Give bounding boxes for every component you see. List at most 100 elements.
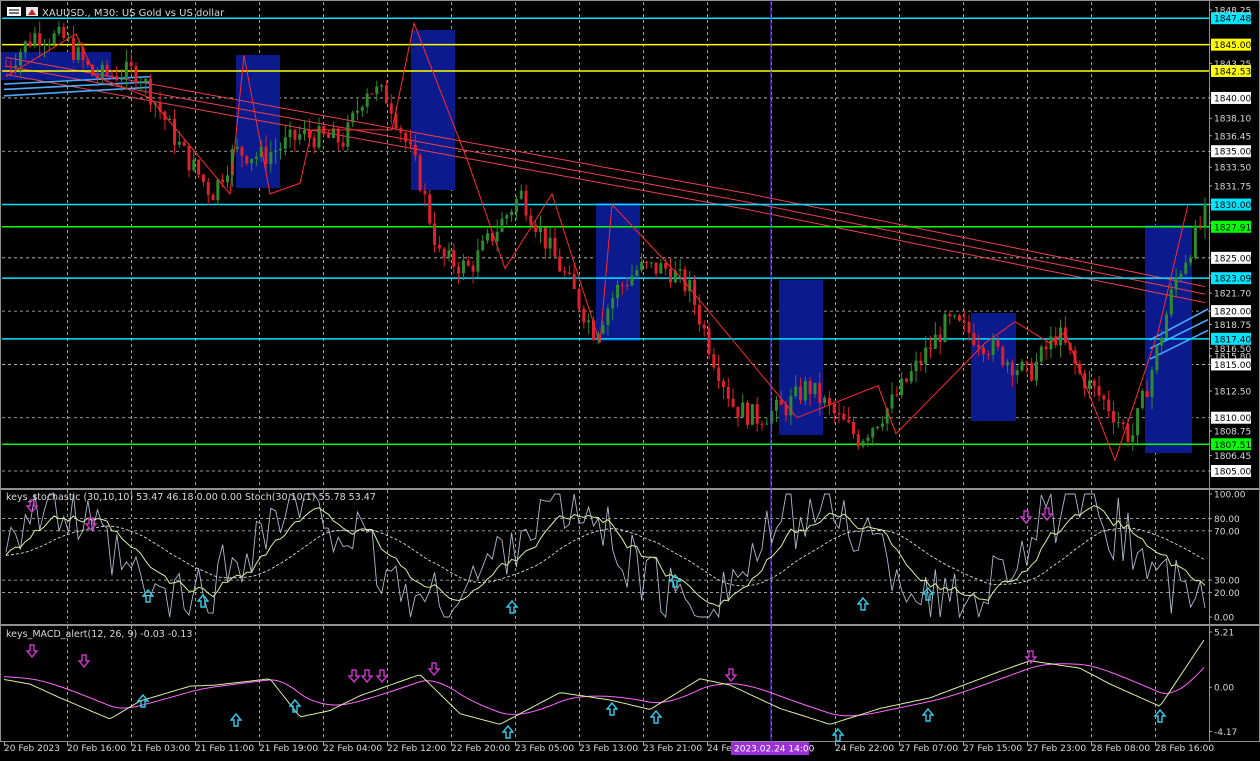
macd-tick-label: 0.00 — [1214, 684, 1234, 694]
bull-candle — [510, 211, 514, 216]
price-level-label: 1835.00 — [1214, 148, 1251, 158]
macd-header: keys_MACD_alert(12, 26, 9) -0.03 -0.13 — [6, 629, 192, 640]
bear-candle — [1030, 362, 1034, 381]
price-level-tag[interactable] — [1211, 12, 1251, 25]
price-level-tag[interactable] — [1211, 220, 1251, 233]
horizontal-levels[interactable] — [2, 17, 1209, 446]
bear-candle — [577, 289, 581, 309]
bear-candle — [221, 179, 225, 183]
stoch-main-line — [5, 493, 1206, 619]
time-label: 28 Feb 16:00 — [1155, 744, 1214, 754]
bear-candle — [413, 144, 417, 156]
bull-candle — [813, 382, 817, 395]
bear-candle — [654, 262, 658, 274]
price-tick-label: 1812.50 — [1214, 388, 1251, 398]
arrow-down-icon — [1019, 510, 1033, 525]
bear-candle — [1102, 395, 1106, 400]
arrow-up-icon — [921, 586, 935, 601]
chart-menu-icon[interactable] — [7, 7, 21, 16]
price-level-tag[interactable] — [1211, 38, 1251, 51]
price-level-label: 1815.00 — [1214, 361, 1251, 371]
candles — [4, 21, 1207, 452]
stochastic-panel[interactable]: 100.00 80.00 70.00 30.00 20.00 0.00 — [2, 491, 1246, 624]
time-label: 24 Feb — [707, 744, 738, 754]
bear-candle — [293, 129, 297, 140]
bear-candle — [712, 354, 716, 368]
bull-candle — [1189, 257, 1193, 263]
bear-candle — [182, 141, 186, 146]
bull-candle — [192, 159, 196, 171]
bear-candle — [972, 332, 976, 346]
price-level-label: 1830.00 — [1214, 201, 1251, 211]
time-label: 22 Feb 12:00 — [387, 744, 446, 754]
price-level-tag[interactable] — [1211, 438, 1251, 451]
price-level-tag[interactable] — [1211, 91, 1251, 104]
bear-candle — [1025, 361, 1029, 363]
price-level-tag[interactable] — [1211, 411, 1251, 424]
bear-candle — [842, 413, 846, 420]
chart-menu-icon-bar — [9, 12, 19, 14]
price-level-tag[interactable] — [1211, 305, 1251, 318]
arrow-up-icon — [1153, 708, 1167, 723]
bear-candle — [702, 324, 706, 329]
price-axis[interactable]: 1847.48 1845.00 1842.53 1840.00 1835.00 1830.… — [1209, 6, 1251, 478]
price-level-tag[interactable] — [1211, 145, 1251, 158]
bear-candle — [967, 321, 971, 333]
time-label: 23 Feb 13:00 — [579, 744, 638, 754]
bear-candle — [197, 159, 201, 175]
bear-candle — [707, 328, 711, 355]
arrow-up-icon — [605, 701, 619, 716]
bear-candle — [490, 233, 494, 242]
bull-candle — [1193, 225, 1197, 258]
bear-candle — [1198, 225, 1202, 227]
price-level-tag[interactable] — [1211, 198, 1251, 211]
bull-candle — [43, 44, 47, 46]
session-box — [596, 203, 640, 341]
bear-candle — [962, 320, 966, 322]
price-level-tag[interactable] — [1211, 251, 1251, 264]
stochastic-header: keys_stochastic (30,10,10) 53.47 46.18 0… — [6, 492, 376, 503]
bull-candle — [741, 402, 745, 418]
bear-candle — [784, 404, 788, 416]
bear-candle — [394, 113, 398, 129]
bear-candle — [977, 345, 981, 348]
price-level-label: 1847.48 — [1214, 15, 1251, 25]
bull-candle — [1034, 361, 1038, 381]
price-level-tag[interactable] — [1211, 358, 1251, 371]
bull-candle — [380, 85, 384, 87]
time-label: 22 Feb 20:00 — [451, 744, 510, 754]
session-box — [971, 313, 1016, 421]
bull-candle — [346, 122, 350, 147]
bear-candle — [466, 260, 470, 266]
bear-candle — [736, 406, 740, 418]
time-label: 21 Feb 19:00 — [259, 744, 318, 754]
bull-candle — [1179, 273, 1183, 277]
bull-candle — [486, 233, 490, 241]
bear-candle — [264, 146, 268, 164]
price-level-label: 1840.00 — [1214, 94, 1251, 104]
trade-icon-mark — [28, 9, 36, 15]
crosshair-time-tag[interactable] — [731, 742, 809, 755]
bear-candle — [697, 304, 701, 325]
bear-candle — [669, 268, 673, 283]
bear-candle — [755, 404, 759, 424]
bull-candle — [356, 110, 360, 113]
price-level-tag[interactable] — [1211, 465, 1251, 478]
arrow-down-icon — [25, 499, 39, 514]
price-level-tag[interactable] — [1211, 272, 1251, 285]
bear-candle — [558, 256, 562, 272]
price-level-tag[interactable] — [1211, 64, 1251, 77]
bull-candle — [1164, 314, 1168, 338]
price-tick-label: 1808.75 — [1214, 428, 1251, 438]
bear-candle — [115, 75, 119, 81]
price-level-tag[interactable] — [1211, 332, 1251, 345]
bull-candle — [611, 298, 615, 309]
bear-candle — [62, 26, 66, 39]
bull-candle — [871, 428, 875, 438]
bear-candle — [746, 402, 750, 425]
bull-candle — [640, 261, 644, 271]
macd-panel[interactable]: 5.21 0.00 -4.17 — [3, 629, 1237, 738]
time-axis[interactable]: 20 Feb 2023 20 Feb 16:00 21 Feb 03:00 21 Fe… — [4, 742, 1214, 755]
